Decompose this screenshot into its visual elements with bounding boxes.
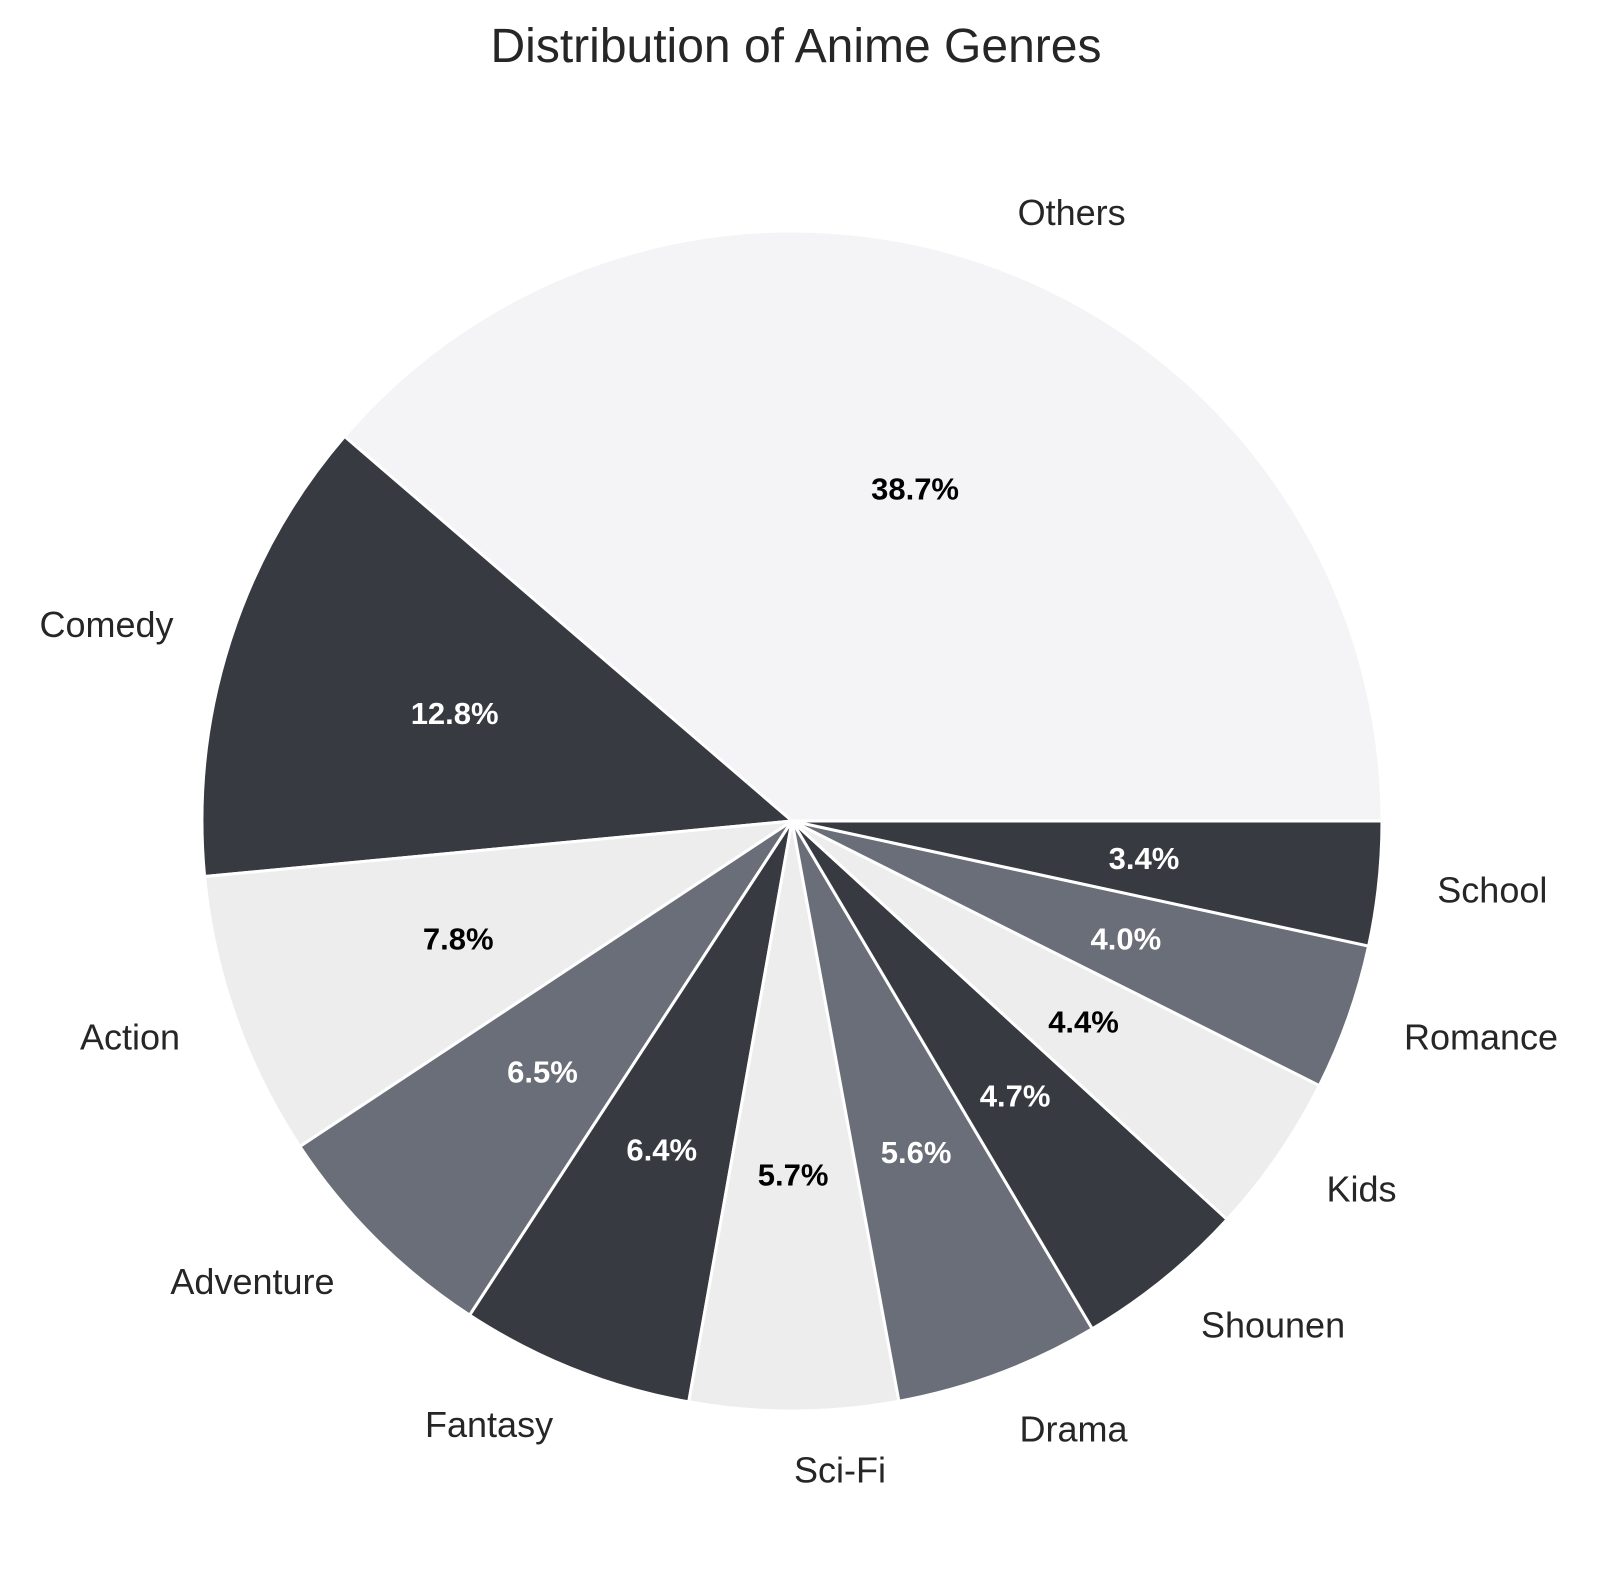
pie-slice-drama	[790, 819, 1094, 1403]
slice-label-action: Action	[80, 1017, 180, 1058]
pie-slice-shounen	[790, 819, 1229, 1331]
pct-label-sci-fi: 5.7%	[758, 1158, 829, 1193]
pie-slice-comedy	[200, 434, 794, 879]
chart-title: Distribution of Anime Genres	[491, 20, 1102, 73]
pct-label-kids: 4.4%	[1048, 1004, 1119, 1039]
pie-percent-labels: 38.7% 12.8% 7.8% 6.5% 6.4% 5.7% 5.6% 4.7% 4.4% 4.…	[411, 472, 1180, 1193]
slice-label-others: Others	[1018, 192, 1126, 233]
pct-label-comedy: 12.8%	[411, 696, 499, 731]
slice-label-shounen: Shounen	[1201, 1304, 1345, 1345]
pct-label-romance: 4.0%	[1090, 921, 1161, 956]
pct-label-shounen: 4.7%	[980, 1078, 1051, 1113]
pie-slice-action	[203, 819, 794, 1148]
pie-slice-school	[790, 819, 1384, 948]
pie-labels: Others Comedy Action Adventure Fantasy Sci-Fi…	[39, 192, 1558, 1491]
pct-label-fantasy: 6.4%	[626, 1133, 697, 1168]
slice-label-adventure: Adventure	[170, 1261, 334, 1302]
slice-label-drama: Drama	[1020, 1408, 1129, 1449]
slice-label-kids: Kids	[1326, 1169, 1396, 1210]
pct-label-drama: 5.6%	[881, 1135, 952, 1170]
slice-label-comedy: Comedy	[39, 604, 173, 645]
pie-slice-adventure	[298, 819, 794, 1317]
pct-label-adventure: 6.5%	[507, 1055, 578, 1090]
pct-label-action: 7.8%	[423, 921, 494, 956]
pct-label-school: 3.4%	[1109, 841, 1180, 876]
pct-label-others: 38.7%	[871, 472, 959, 507]
pie-slice-others	[343, 229, 1384, 823]
slice-label-sci-fi: Sci-Fi	[794, 1450, 886, 1491]
slice-label-school: School	[1437, 870, 1547, 911]
pie-slice-kids	[790, 819, 1321, 1221]
slice-label-romance: Romance	[1404, 1017, 1558, 1058]
slice-label-fantasy: Fantasy	[425, 1404, 553, 1445]
pie-slice-sci-fi	[687, 819, 901, 1413]
pie-slices	[200, 229, 1384, 1413]
pie-slice-fantasy	[468, 819, 794, 1404]
